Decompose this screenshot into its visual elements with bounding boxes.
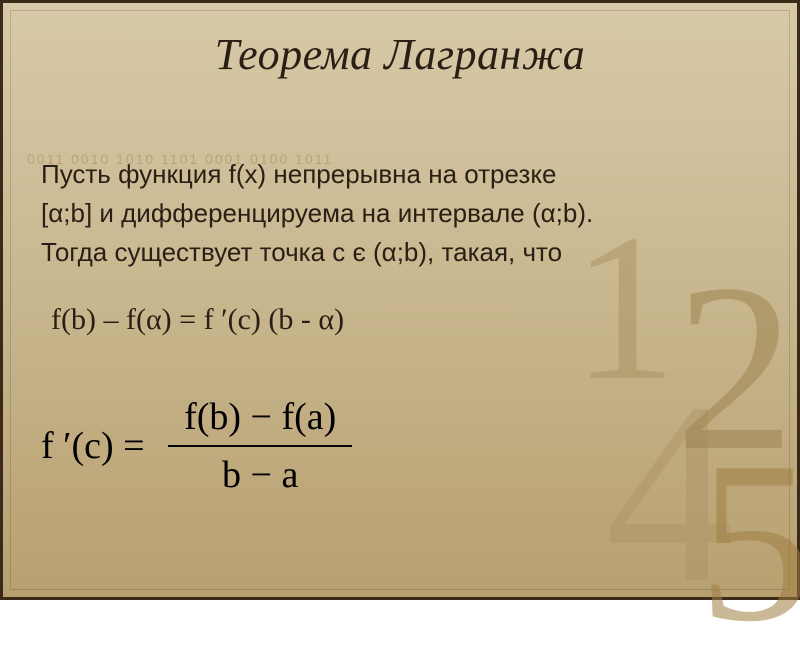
slide: Теорема Лагранжа 0011 0010 1010 1101 000… bbox=[0, 0, 800, 600]
formula-denominator: b − a bbox=[168, 447, 352, 499]
digit-5: 5 bbox=[698, 427, 800, 657]
digit-4: 4 bbox=[605, 363, 735, 623]
inner-border bbox=[10, 10, 790, 590]
formula-difference: f(b) – f(α) = f ′(c) (b - α) bbox=[51, 303, 344, 337]
body-line-3: Тогда существует точка с є (α;b), такая,… bbox=[41, 233, 637, 272]
digit-2: 2 bbox=[675, 247, 795, 487]
body-line-2: [α;b] и дифференцируема на интервале (α;… bbox=[41, 194, 637, 233]
formula-numerator: f(b) − f(a) bbox=[168, 393, 352, 447]
page-title: Теорема Лагранжа bbox=[3, 29, 797, 80]
theorem-body: Пусть функция f(x) непрерывна на отрезке… bbox=[41, 155, 637, 272]
body-line-1: Пусть функция f(x) непрерывна на отрезке bbox=[41, 155, 637, 194]
formula-fraction-box: f(b) − f(a) b − a bbox=[168, 393, 352, 499]
formula-fraction: f ′(c) = f(b) − f(a) b − a bbox=[41, 393, 352, 499]
formula-lhs: f ′(c) = bbox=[41, 424, 145, 468]
